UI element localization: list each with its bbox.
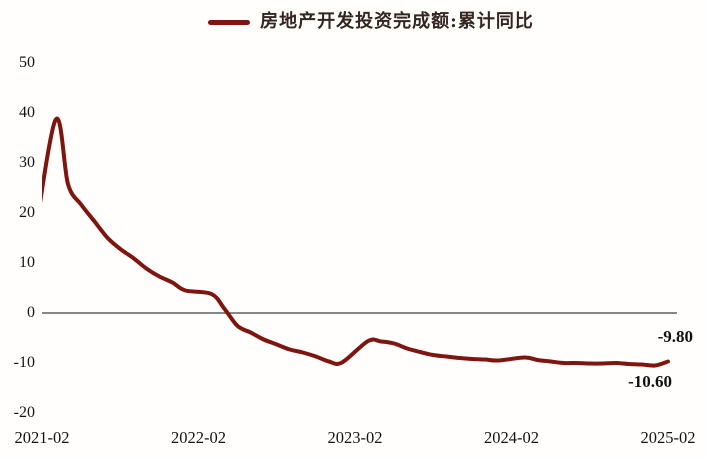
- x-tick-label: 2024-02: [484, 428, 539, 447]
- y-tick-label: 50: [19, 53, 35, 71]
- x-tick-label: 2021-02: [14, 428, 70, 447]
- y-tick-label: 10: [19, 253, 35, 271]
- y-tick-label: 0: [27, 303, 35, 321]
- data-label-2024-12: -10.60: [628, 372, 672, 391]
- y-tick-label: -20: [13, 403, 35, 421]
- legend: 房地产开发投资完成额:累计同比: [18, 12, 706, 32]
- legend-series-label: 房地产开发投资完成额:累计同比: [260, 11, 534, 32]
- legend-line-swatch: [208, 19, 251, 25]
- x-tick-label: 2025-02: [640, 428, 696, 447]
- data-label-2025-02: -9.80: [657, 327, 693, 346]
- x-tick-label: 2023-02: [327, 428, 383, 447]
- y-tick-label: -10: [13, 353, 35, 371]
- x-tick-label: 2022-02: [171, 428, 226, 447]
- series-line: [42, 116, 670, 368]
- y-tick-label: 40: [19, 103, 35, 121]
- y-tick-label: 30: [19, 153, 35, 171]
- y-tick-label: 20: [19, 203, 35, 221]
